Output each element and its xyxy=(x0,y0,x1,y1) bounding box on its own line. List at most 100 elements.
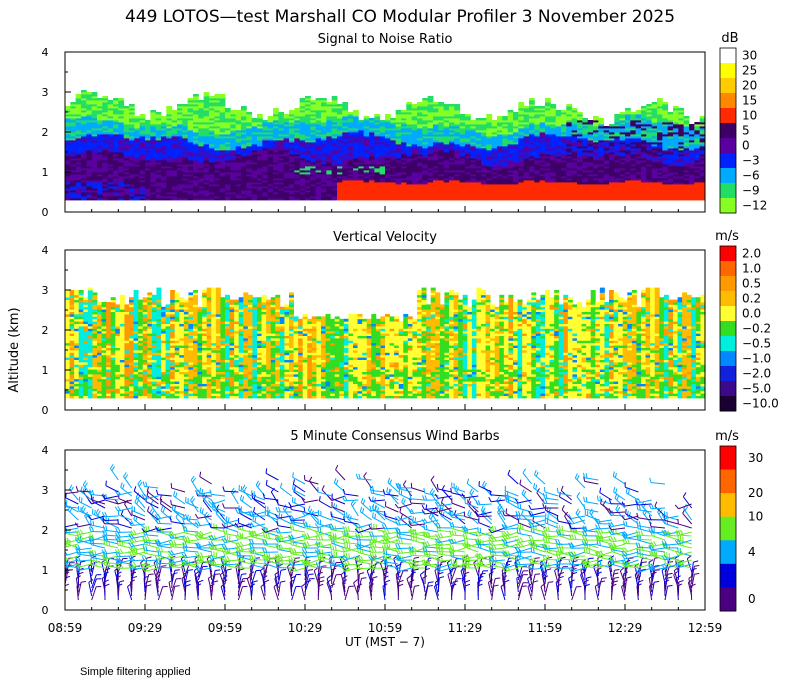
snr-cell xyxy=(454,106,461,109)
snr-cell xyxy=(363,176,370,179)
snr-cell xyxy=(139,170,146,173)
snr-cell xyxy=(555,142,562,145)
snr-cell xyxy=(177,172,183,175)
snr-cell xyxy=(342,108,349,111)
snr-cell xyxy=(235,162,242,165)
snr-cell xyxy=(358,140,365,143)
snr-cell xyxy=(539,186,546,189)
snr-cell xyxy=(145,158,151,161)
snr-cell xyxy=(70,178,77,181)
snr-cell xyxy=(294,180,301,183)
snr-cell xyxy=(571,166,578,169)
snr-cell xyxy=(86,120,93,123)
snr-cell xyxy=(593,162,599,165)
snr-cell xyxy=(337,162,343,165)
snr-cell xyxy=(193,128,199,131)
snr-cell xyxy=(299,196,306,199)
snr-cell xyxy=(177,144,183,147)
snr-cell xyxy=(625,108,631,111)
snr-cell xyxy=(433,152,439,155)
snr-cell xyxy=(593,128,599,131)
snr-cell xyxy=(299,154,306,157)
snr-cell xyxy=(203,156,210,159)
snr-cell xyxy=(283,148,290,151)
snr-cell xyxy=(502,148,509,151)
snr-cell xyxy=(481,172,487,175)
snr-cell xyxy=(257,176,263,179)
snr-cell xyxy=(518,136,525,139)
snr-cell xyxy=(422,170,429,173)
snr-cell xyxy=(379,182,386,185)
snr-cell xyxy=(198,156,205,159)
snr-cell xyxy=(102,168,109,171)
snr-cell xyxy=(353,146,359,149)
snr-cell xyxy=(614,170,621,173)
snr-cell xyxy=(427,164,434,167)
snr-cell xyxy=(257,122,263,125)
snr-cell xyxy=(422,148,429,151)
snr-cell xyxy=(587,190,594,193)
snr-cell xyxy=(438,108,445,111)
snr-cell xyxy=(155,188,162,191)
snr-cell xyxy=(385,186,391,189)
snr-cell xyxy=(129,172,135,175)
snr-cell xyxy=(529,98,535,101)
snr-cell xyxy=(523,140,530,143)
snr-cell xyxy=(353,164,359,167)
snr-cell xyxy=(81,146,87,149)
snr-cell xyxy=(305,108,311,111)
snr-cell xyxy=(502,166,509,169)
snr-cell xyxy=(75,114,82,117)
snr-cell xyxy=(193,164,199,167)
snr-cell xyxy=(91,98,98,101)
snr-cell xyxy=(310,152,317,155)
snr-cell xyxy=(486,148,493,151)
snr-cell xyxy=(582,166,589,169)
snr-cell xyxy=(219,132,226,135)
snr-cell xyxy=(251,184,258,187)
snr-cell xyxy=(70,136,77,139)
snr-cell xyxy=(182,122,189,125)
snr-cell xyxy=(81,142,87,145)
snr-cell xyxy=(337,178,343,181)
snr-cell xyxy=(619,174,626,177)
snr-cell xyxy=(70,170,77,173)
snr-cell xyxy=(241,114,247,117)
snr-cell xyxy=(310,168,317,171)
snr-cell xyxy=(177,122,183,125)
snr-cell xyxy=(374,182,381,185)
snr-cell xyxy=(385,138,391,141)
snr-cell xyxy=(203,180,210,183)
snr-cell xyxy=(91,116,98,119)
snr-cell xyxy=(294,140,301,143)
snr-cell xyxy=(155,162,162,165)
snr-cell xyxy=(513,190,519,193)
snr-cell xyxy=(529,116,535,119)
snr-cell xyxy=(561,164,567,167)
snr-cell xyxy=(203,152,210,155)
snr-cell xyxy=(353,186,359,189)
snr-cell xyxy=(614,156,621,159)
snr-cell xyxy=(427,194,434,197)
snr-cell xyxy=(593,140,599,143)
snr-cell xyxy=(214,194,221,197)
snr-cell xyxy=(241,156,247,159)
snr-cell xyxy=(294,132,301,135)
snr-cell xyxy=(241,110,247,113)
snr-cell xyxy=(598,196,605,199)
snr-cell xyxy=(507,140,514,143)
snr-cell xyxy=(417,146,423,149)
snr-cell xyxy=(475,118,482,121)
snr-cell xyxy=(251,162,258,165)
snr-cell xyxy=(241,142,247,145)
snr-cell xyxy=(294,116,301,119)
snr-cell xyxy=(523,128,530,131)
snr-cell xyxy=(65,170,71,173)
snr-cell xyxy=(230,126,237,129)
snr-cell xyxy=(166,190,173,193)
snr-cell xyxy=(571,124,578,127)
snr-cell xyxy=(214,190,221,193)
snr-cell xyxy=(273,146,279,149)
snr-cell xyxy=(422,146,429,149)
snr-cell xyxy=(166,112,173,115)
